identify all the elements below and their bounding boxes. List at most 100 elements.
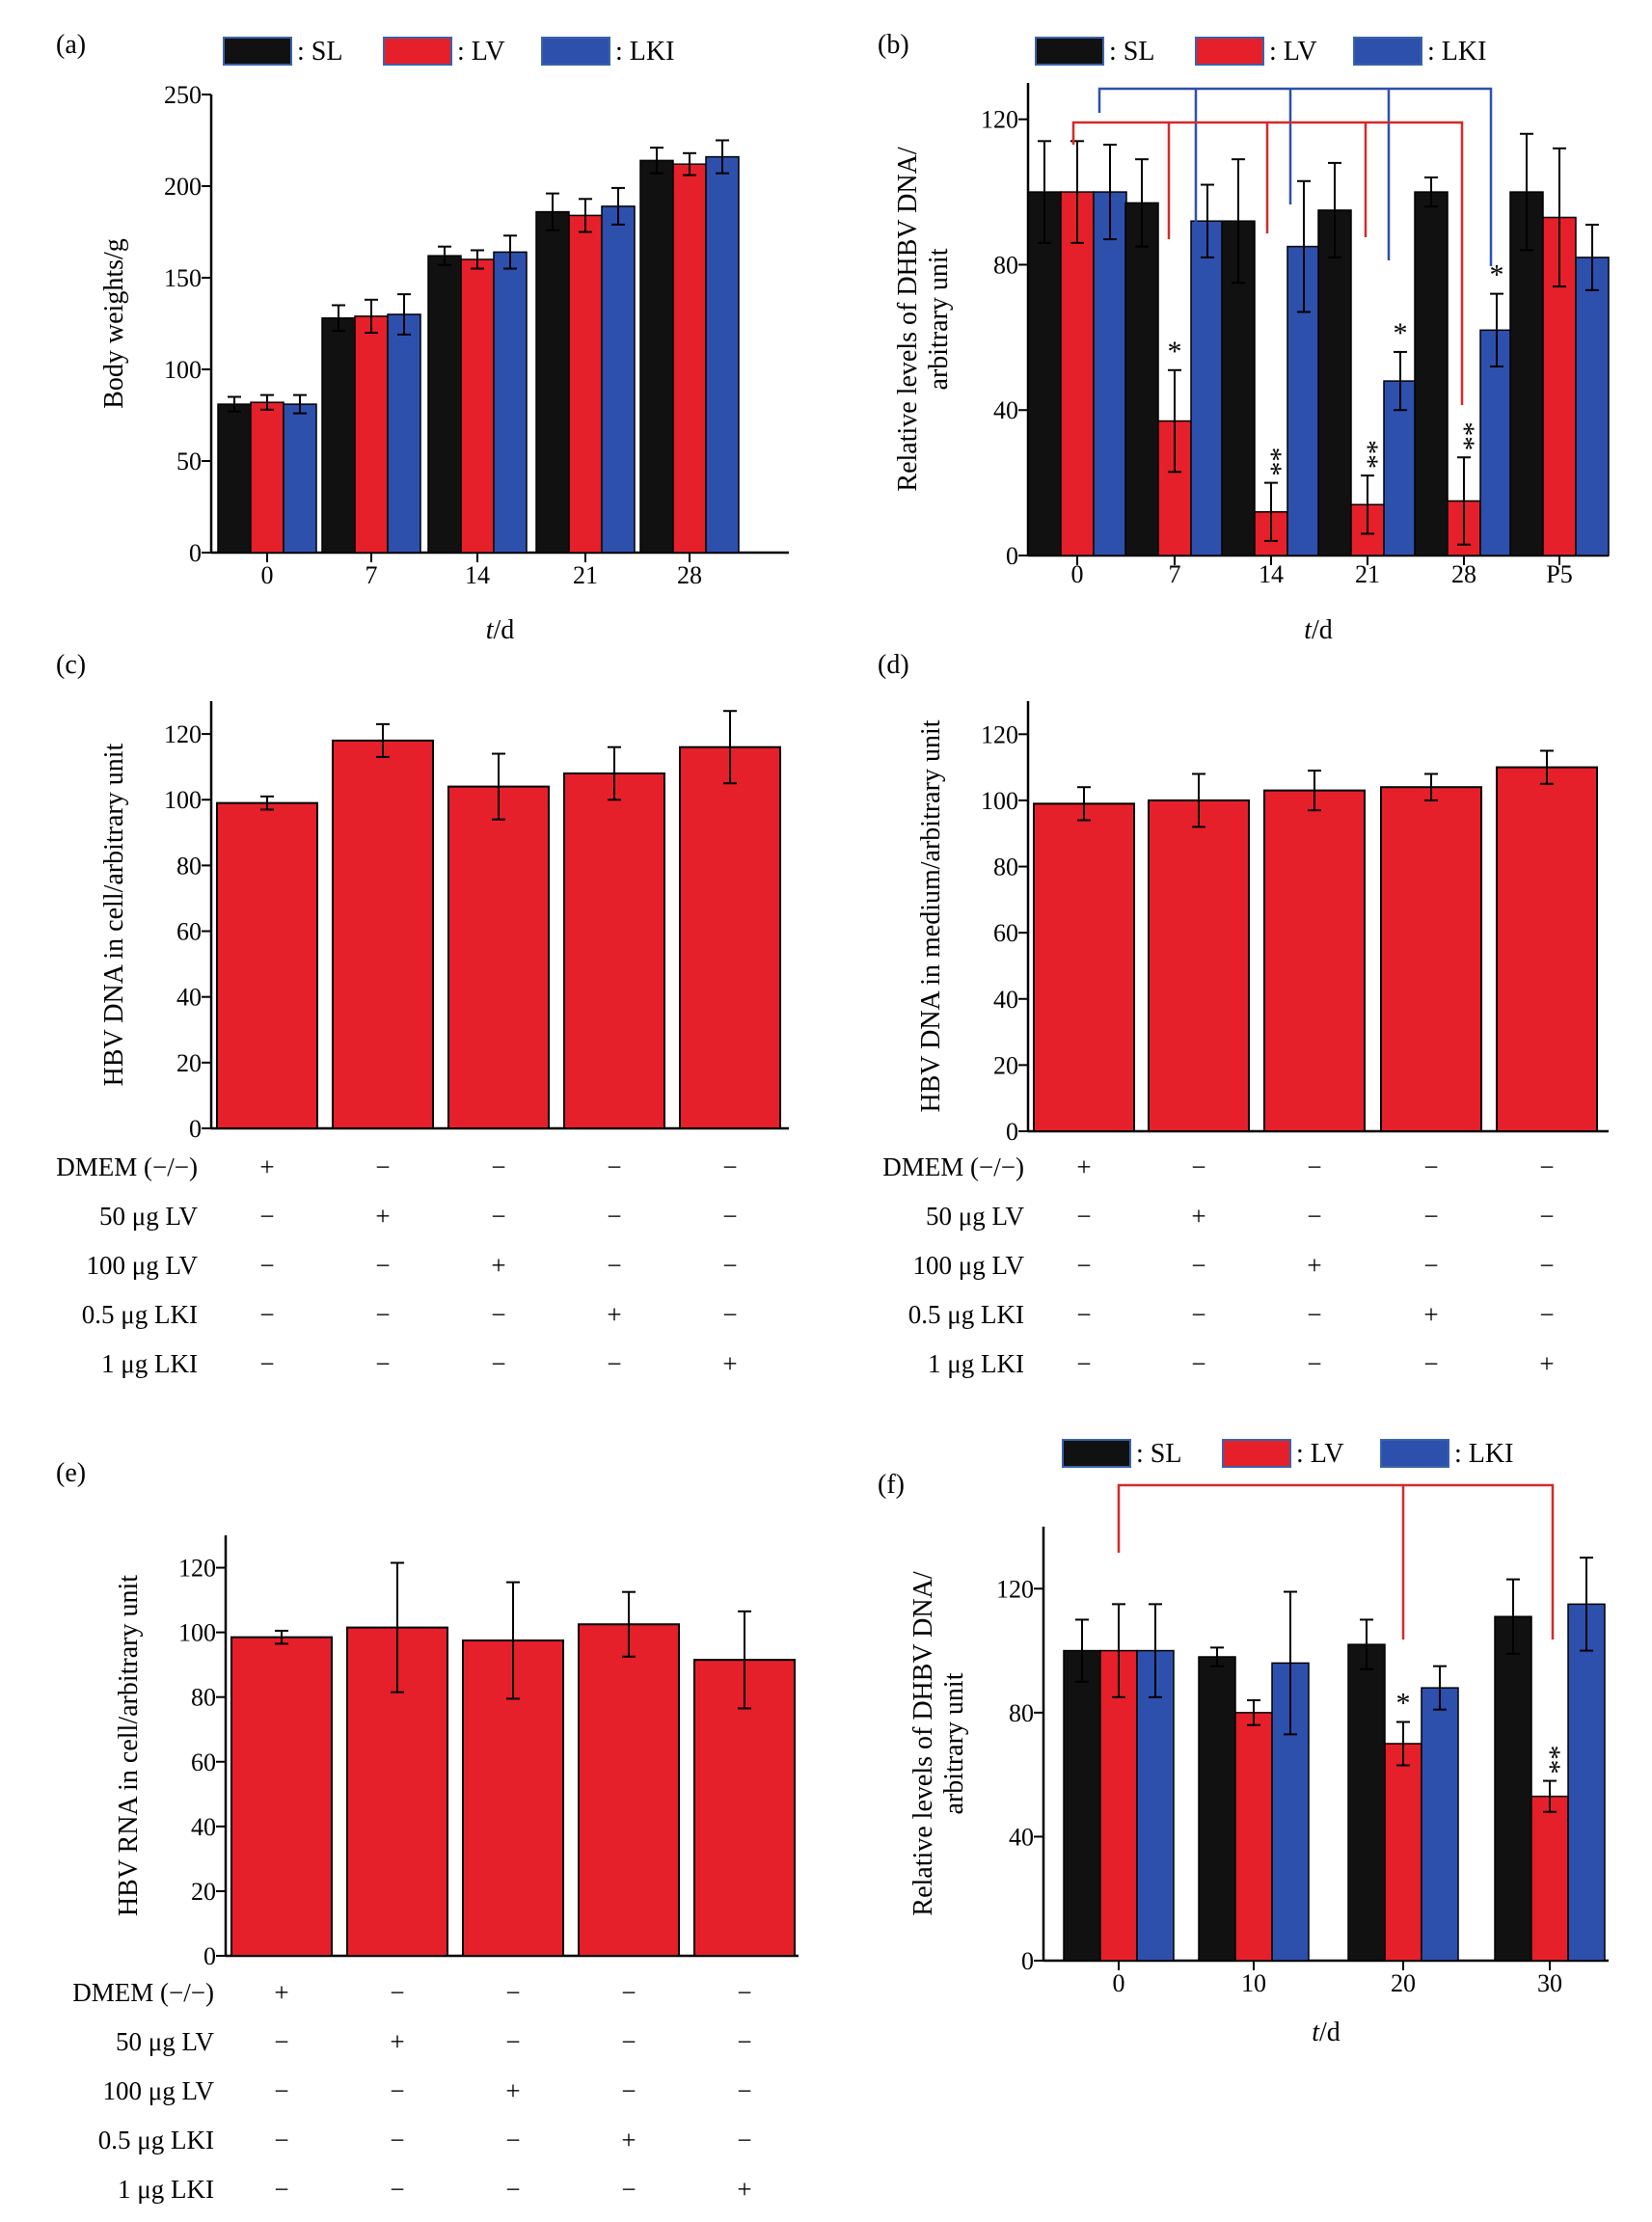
bar [216,801,318,1130]
treatment-mark: + [375,1202,390,1231]
treatment-mark: − [722,1152,737,1181]
bar-sl [639,159,674,554]
treatment-mark: − [621,2175,636,2204]
bar-lki [1567,1603,1606,1962]
bar-lki [1271,1662,1310,1962]
panel-tag: (d) [878,650,909,680]
bar-sl [1124,202,1159,556]
treatment-mark: − [722,1300,737,1329]
bar-sl [217,403,252,554]
treatment-mark: − [375,1300,390,1329]
bar-lv [250,401,284,554]
treatment-mark: − [1307,1349,1321,1378]
treatment-mark: − [1076,1202,1091,1231]
bar-lki [1190,220,1225,556]
treatment-mark: − [1076,1251,1091,1280]
x-tick-label: 10 [1241,1969,1266,1997]
treatment-mark: − [259,1300,274,1329]
treatment-mark: − [607,1349,621,1378]
legend-swatch-lv [1195,37,1264,66]
significance-mark: * [1490,259,1504,291]
treatment-mark: + [259,1152,274,1181]
bar [1263,789,1366,1133]
significance-mark: ** [1256,447,1287,476]
y-tick-label: 200 [164,173,202,201]
x-tick-label: P5 [1546,560,1572,588]
treatment-label: 100 μg LV [87,1251,199,1280]
panel-d: (d) 0 20 40 60 80 100 120 HBV DNA in medium/arbi… [878,650,1609,1378]
panel-e: (e) 0 20 40 60 80 100 120 HBV RNA in cell/arbitr… [56,1458,799,2204]
y-tick-label: 120 [981,720,1018,748]
x-tick-label: 21 [1355,560,1380,588]
y-tick-label: 100 [178,1619,216,1647]
y-tick-label: 0 [1006,542,1018,570]
bar-sl [1063,1649,1101,1962]
bar-lki [601,205,636,554]
bar [1033,802,1135,1132]
y-axis-label: Relative levels of DHBV DNA/ [908,1571,938,1915]
x-axis-label: t/d [1304,615,1333,645]
treatment-mark: − [1423,1202,1438,1231]
treatment-mark: − [1191,1349,1205,1378]
y-axis-label: HBV DNA in medium/arbitrary unit [916,719,946,1112]
bar-lki [1421,1687,1459,1962]
treatment-mark: − [491,1349,505,1378]
y-tick-label: 0 [189,539,202,567]
x-axis-label: t/d [486,615,515,645]
treatment-mark: + [621,2126,636,2154]
legend-label-lki: : LKI [1454,1439,1513,1469]
treatment-mark: − [375,1349,390,1378]
y-tick-label: 40 [993,396,1018,424]
treatment-mark: − [1539,1152,1554,1181]
bar-lv [354,315,389,554]
bar-lki [1093,191,1127,556]
treatment-label: 100 μg LV [103,2076,215,2105]
treatment-mark: − [1307,1152,1321,1181]
bar-lv [568,214,603,554]
treatment-mark: − [505,2126,520,2154]
treatment-mark: − [1076,1349,1091,1378]
treatment-mark: − [607,1202,621,1231]
treatment-label: 1 μg LKI [118,2175,214,2204]
bar-sl [1494,1615,1532,1962]
bar [578,1623,680,1957]
treatment-mark: + [1191,1202,1205,1231]
x-axis-label-unit: /d [494,615,515,645]
significance-mark: ** [1534,1746,1566,1775]
legend-label-lki: : LKI [615,37,674,67]
legend-swatch-lki [541,37,610,66]
y-axis-label: Relative levels of DHBV DNA/ [893,147,923,491]
legend-label-lki: : LKI [1427,37,1486,67]
legend-label-sl: : SL [1109,37,1154,67]
bar-sl [1198,1656,1236,1962]
y-tick-label: 20 [993,1051,1018,1079]
x-tick-label: 0 [1113,1969,1125,1997]
x-axis-label-var: t [1304,615,1313,645]
y-axis-label: HBV RNA in cell/arbitrary unit [114,1575,144,1916]
significance-mark: * [1396,1688,1411,1720]
panel-b: (b) 0 40 80 120 Relative levels of DHBV DNA/a… [878,30,1610,645]
y-tick-label: 100 [981,787,1018,815]
significance-mark: ** [1449,421,1480,450]
bracket-lki [1097,87,1493,266]
legend-swatch-sl [1035,37,1104,66]
treatment-mark: + [1307,1251,1321,1280]
legend: : SL: LV: LKI [1062,1439,1513,1469]
treatment-mark: + [607,1300,621,1329]
bar-lki [1136,1649,1175,1962]
panel-f: (f) 0 40 80 120 Relative levels of DHBV DNA/a… [878,1439,1609,2047]
bar [332,739,434,1130]
y-tick-label: 80 [1009,1699,1034,1727]
x-axis-label-unit: /d [1319,2018,1341,2047]
y-tick-label: 20 [191,1878,216,1906]
treatment-mark: − [1191,1152,1205,1181]
treatment-mark: − [375,1251,390,1280]
y-tick-label: 40 [1009,1823,1034,1851]
y-tick-label: 0 [1021,1947,1034,1975]
bar-sl [321,317,356,554]
legend-swatch-sl [1062,1439,1131,1468]
bar [447,785,550,1129]
treatment-mark: + [505,2076,520,2105]
bar [563,772,665,1129]
panel-tag: (c) [56,650,86,680]
